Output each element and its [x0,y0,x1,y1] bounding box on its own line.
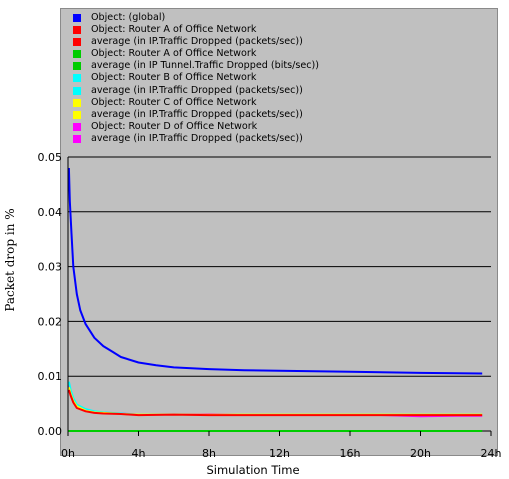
legend-item: average (in IP.Traffic Dropped (packets/… [73,133,433,145]
legend-item: average (in IP.Traffic Dropped (packets/… [73,85,433,97]
legend-label: Object: Router D of Office Network [91,120,258,132]
legend-swatch [73,38,81,47]
legend-item: Object: Router A of Office Network [73,48,433,60]
legend-swatch [73,62,81,71]
legend-swatch [73,122,81,131]
x-tick-label: 16h [340,447,361,460]
x-tick-label: 24h [481,447,502,460]
x-tick-label: 12h [269,447,290,460]
series-line [67,381,483,416]
legend-swatch [73,98,81,107]
legend-swatch [73,86,81,95]
chart-frame [60,8,498,456]
x-tick-label: 20h [410,447,431,460]
legend-label: Object: Router C of Office Network [91,96,257,108]
legend-item: Object: Router A of Office Network [73,24,433,36]
y-tick-label: 0.03 [38,261,63,274]
legend-label: Object: Router B of Office Network [91,72,257,84]
grid-layer [68,156,491,432]
legend-label: average (in IP.Traffic Dropped (packets/… [91,108,303,120]
series-layer [67,167,483,432]
y-tick-label: 0.04 [38,206,63,219]
legend-label: average (in IP.Traffic Dropped (packets/… [91,36,303,48]
legend-item: Object: Router C of Office Network [73,97,433,109]
legend-label: Object: Router A of Office Network [91,24,257,36]
series-line [67,389,483,417]
legend-label: average (in IP Tunnel.Traffic Dropped (b… [91,60,320,72]
legend: Object: (global) Object: Router A of Offi… [73,12,433,145]
legend-item: Object: Router B of Office Network [73,72,433,84]
legend-item: Object: (global) [73,12,433,24]
series-line [67,386,483,416]
series-line [67,167,483,375]
legend-swatch [73,110,81,119]
y-tick-label: 0.00 [38,425,63,438]
y-tick-label: 0.05 [38,151,63,164]
y-axis-label-container: Packet drop in % [3,208,17,311]
legend-item: average (in IP Tunnel.Traffic Dropped (b… [73,60,433,72]
x-tick-label: 0h [61,447,75,460]
legend-label: Object: (global) [91,12,166,23]
axis-layer: 0.00 0.01 0.02 0.03 0.04 0.05 0h 4h 8h 12h 16h 20h 2… [38,151,502,460]
legend-swatch [73,74,81,83]
legend-label: Object: Router A of Office Network [91,48,257,60]
legend-item: Object: Router D of Office Network [73,121,433,133]
y-tick-label: 0.01 [38,370,63,383]
legend-swatch [73,134,81,143]
y-tick-label: 0.02 [38,315,63,328]
series-line [67,384,483,418]
legend-item: average (in IP.Traffic Dropped (packets/… [73,109,433,121]
y-axis-label: Packet drop in % [3,208,17,311]
legend-item: average (in IP.Traffic Dropped (packets/… [73,36,433,48]
x-tick-label: 8h [202,447,216,460]
legend-label: average (in IP.Traffic Dropped (packets/… [91,132,303,144]
legend-swatch [73,50,81,59]
legend-label: average (in IP.Traffic Dropped (packets/… [91,84,303,96]
x-axis-label: Simulation Time [190,461,316,479]
x-tick-label: 4h [132,447,146,460]
legend-swatch [73,14,81,22]
legend-swatch [73,26,81,35]
